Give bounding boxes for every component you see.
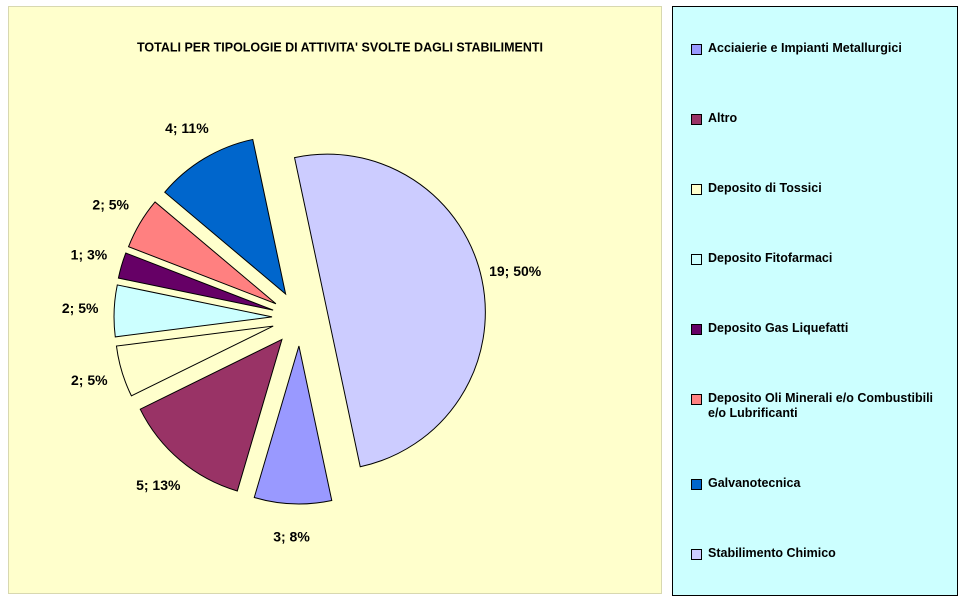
legend-swatch xyxy=(691,183,702,195)
legend-entry: Deposito di Tossici xyxy=(691,181,957,196)
pie-slice xyxy=(113,284,273,338)
pie-slice xyxy=(293,153,486,468)
legend-entry: Altro xyxy=(691,111,957,126)
legend-label: Deposito Oli Minerali e/o Combustibili e… xyxy=(708,391,934,421)
pie-slice xyxy=(164,138,287,296)
pie-slice xyxy=(117,252,274,311)
legend: Acciaierie e Impianti Metallurgici Altro D… xyxy=(672,6,958,596)
legend-swatch xyxy=(691,549,702,561)
legend-label: Stabilimento Chimico xyxy=(708,546,836,561)
legend-entry: Acciaierie e Impianti Metallurgici xyxy=(691,41,957,56)
legend-swatch xyxy=(691,394,702,406)
data-label: 2; 5% xyxy=(92,197,129,213)
chart-title: TOTALI PER TIPOLOGIE DI ATTIVITA' SVOLTE… xyxy=(137,40,543,54)
legend-swatch xyxy=(691,113,702,125)
data-label: 4; 11% xyxy=(165,120,209,136)
pie-slice xyxy=(139,338,283,492)
legend-entry: Galvanotecnica xyxy=(691,476,957,491)
legend-swatch xyxy=(691,324,702,336)
legend-label: Acciaierie e Impianti Metallurgici xyxy=(708,40,902,55)
legend-swatch xyxy=(691,479,702,491)
data-label: 2; 5% xyxy=(62,300,99,316)
data-label: 2; 5% xyxy=(71,372,108,388)
legend-entry: Deposito Fitofarmaci xyxy=(691,251,957,266)
pie-slice xyxy=(115,325,274,397)
data-label: 3; 8% xyxy=(273,529,310,545)
data-label: 5; 13% xyxy=(136,477,181,493)
pie-chart: TOTALI PER TIPOLOGIE DI ATTIVITA' SVOLTE… xyxy=(62,40,543,545)
legend-label: Deposito di Tossici xyxy=(708,180,822,195)
legend-label: Altro xyxy=(708,110,738,125)
legend-swatch xyxy=(691,253,702,265)
legend-entry: Deposito Gas Liquefatti xyxy=(691,321,957,336)
pie-slice xyxy=(127,201,277,305)
legend-label: Deposito Fitofarmaci xyxy=(708,250,833,265)
legend-entry: Stabilimento Chimico xyxy=(691,546,957,561)
pie-slice xyxy=(253,345,333,505)
legend-swatch xyxy=(691,43,702,55)
legend-label: Deposito Gas Liquefatti xyxy=(708,321,849,336)
legend-entry: Deposito Oli Minerali e/o Combustibili e… xyxy=(691,391,957,421)
legend-label: Galvanotecnica xyxy=(708,476,801,491)
data-label: 1; 3% xyxy=(71,247,108,263)
data-label: 19; 50% xyxy=(489,263,542,279)
